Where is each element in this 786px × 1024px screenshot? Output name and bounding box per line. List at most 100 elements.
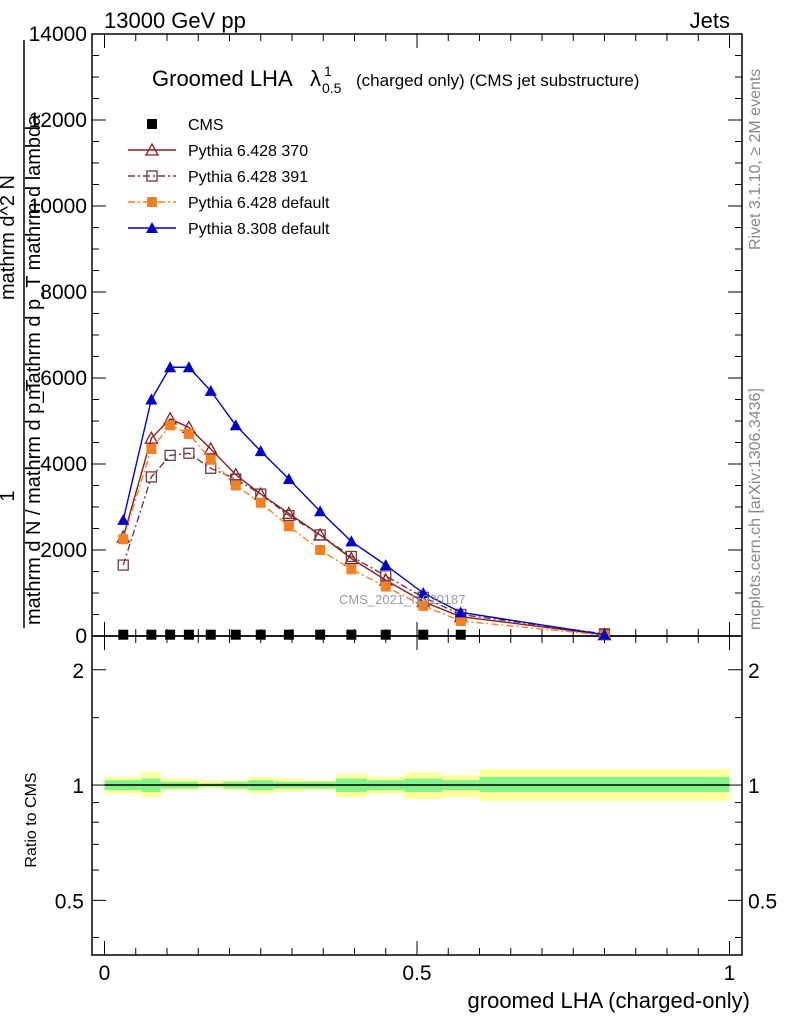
ratio-ytick-label-right: 2 (748, 660, 760, 683)
legend-marker (144, 142, 160, 156)
legend: CMS Pythia 6.428 370 Pythia 6.428 391 Pythi… (128, 117, 330, 238)
xtick-label: 0.5 (402, 962, 431, 985)
point-p6def (230, 480, 241, 491)
legend-label: Pythia 8.308 default (188, 221, 330, 238)
point-p6def (346, 564, 357, 575)
legend-item-p370: Pythia 6.428 370 (128, 142, 308, 160)
ytick-label: 10000 (29, 195, 87, 218)
point-p391 (314, 529, 326, 541)
series-line-p391 (122, 452, 605, 635)
legend-item-p8def: Pythia 8.308 default (128, 221, 330, 238)
legend-marker (147, 197, 157, 207)
point-p391 (345, 550, 358, 563)
ytick-label: 12000 (29, 109, 87, 132)
point-p8def (454, 606, 467, 618)
series-line-p6def (122, 424, 605, 636)
analysis-watermark: CMS_2021_I1920187 (339, 592, 466, 607)
point-p8def (417, 587, 430, 598)
point-p6def (183, 428, 194, 439)
point-cms (165, 629, 176, 640)
point-p370 (281, 506, 296, 520)
point-p370 (203, 441, 218, 455)
point-cms (315, 629, 326, 640)
xtick-label: 0 (99, 962, 111, 985)
legend-marker (147, 119, 157, 129)
point-p8def (117, 513, 130, 525)
point-cms (255, 629, 266, 640)
ytick-label: 0 (75, 625, 87, 648)
point-p8def (182, 361, 195, 373)
point-p8def (145, 393, 158, 405)
point-cms (418, 629, 429, 640)
header-jets: Jets (690, 8, 730, 33)
point-p391 (164, 449, 176, 462)
ylabel-one: 1 (0, 490, 19, 501)
title-sup: 1 (324, 63, 332, 79)
ratio-ytick-label-right: 0.5 (748, 890, 777, 913)
ytick-label: 6000 (40, 367, 87, 390)
point-cms (346, 629, 357, 640)
point-p8def (254, 445, 267, 457)
plot-title: Groomed LHA λ 1 0.5 (charged only) (CMS … (152, 63, 639, 96)
point-p391 (145, 471, 158, 483)
ytick-label: 14000 (29, 23, 87, 46)
header-energy: 13000 GeV pp (104, 8, 246, 33)
ytick-label: 8000 (40, 281, 87, 304)
point-p6def (418, 600, 429, 611)
series-cms (118, 629, 610, 640)
ratio-ytick-label-left: 0.5 (55, 890, 84, 913)
series-p8def (117, 361, 611, 640)
ratio-ytick-label-right: 1 (748, 775, 760, 798)
point-p391 (183, 447, 195, 459)
ylabel-ratio: Ratio to CMS (23, 772, 40, 867)
rivet-label: Rivet 3.1.10, ≥ 2M events (747, 69, 764, 250)
ylabel-fraction-denominator: mathrm d p_T mathrm d lambda (23, 114, 45, 400)
point-cms (283, 629, 294, 640)
point-cms (146, 629, 157, 640)
point-p8def (598, 628, 611, 640)
legend-label: Pythia 6.428 370 (188, 143, 308, 160)
point-p6def (315, 545, 326, 555)
point-p8def (345, 535, 358, 547)
series-p6def (118, 420, 610, 641)
legend-item-p6def: Pythia 6.428 default (128, 195, 330, 212)
point-p8def (164, 361, 177, 373)
legend-item-p391: Pythia 6.428 391 (128, 169, 308, 186)
point-p6def (146, 443, 157, 454)
ylabel-fraction-numerator: mathrm d^2 N (0, 175, 19, 300)
legend-label: Pythia 6.428 391 (188, 169, 308, 186)
point-p6def (380, 581, 391, 592)
point-p6def (118, 534, 129, 545)
point-p6def (455, 615, 466, 626)
title-main: Groomed LHA (152, 66, 293, 91)
y-axis-label-main: 1 mathrm d N / mathrm d p_T mathrm d^2 N… (0, 40, 45, 628)
point-p370 (144, 430, 159, 444)
point-cms (380, 629, 391, 640)
point-p8def (314, 505, 327, 517)
legend-marker (146, 170, 158, 182)
legend-item-cms: CMS (147, 117, 224, 134)
title-symbol: λ (310, 66, 321, 91)
ytick-label: 4000 (40, 453, 87, 476)
title-sub: 0.5 (322, 80, 342, 96)
series-line-p370 (122, 418, 605, 636)
xlabel: groomed LHA (charged-only) (468, 988, 750, 1013)
xtick-label: 1 (724, 962, 736, 985)
point-p8def (379, 559, 392, 571)
point-p8def (229, 419, 242, 431)
point-p391 (117, 559, 129, 571)
point-cms (205, 629, 216, 640)
legend-label: Pythia 6.428 default (188, 195, 330, 212)
point-p6def (255, 497, 266, 508)
mcplots-label: mcplots.cern.ch [arXiv:1306.3436] (747, 388, 764, 630)
point-cms (455, 629, 466, 640)
point-p6def (205, 454, 216, 465)
ratio-bands (104, 769, 730, 801)
ratio-ytick-label-left: 1 (72, 775, 84, 798)
point-cms (183, 629, 194, 640)
ratio-ytick-label-left: 2 (72, 660, 84, 683)
legend-label: CMS (188, 117, 224, 134)
point-cms (230, 629, 241, 640)
ylabel-denominator: mathrm d N / mathrm d p_T (23, 379, 45, 625)
